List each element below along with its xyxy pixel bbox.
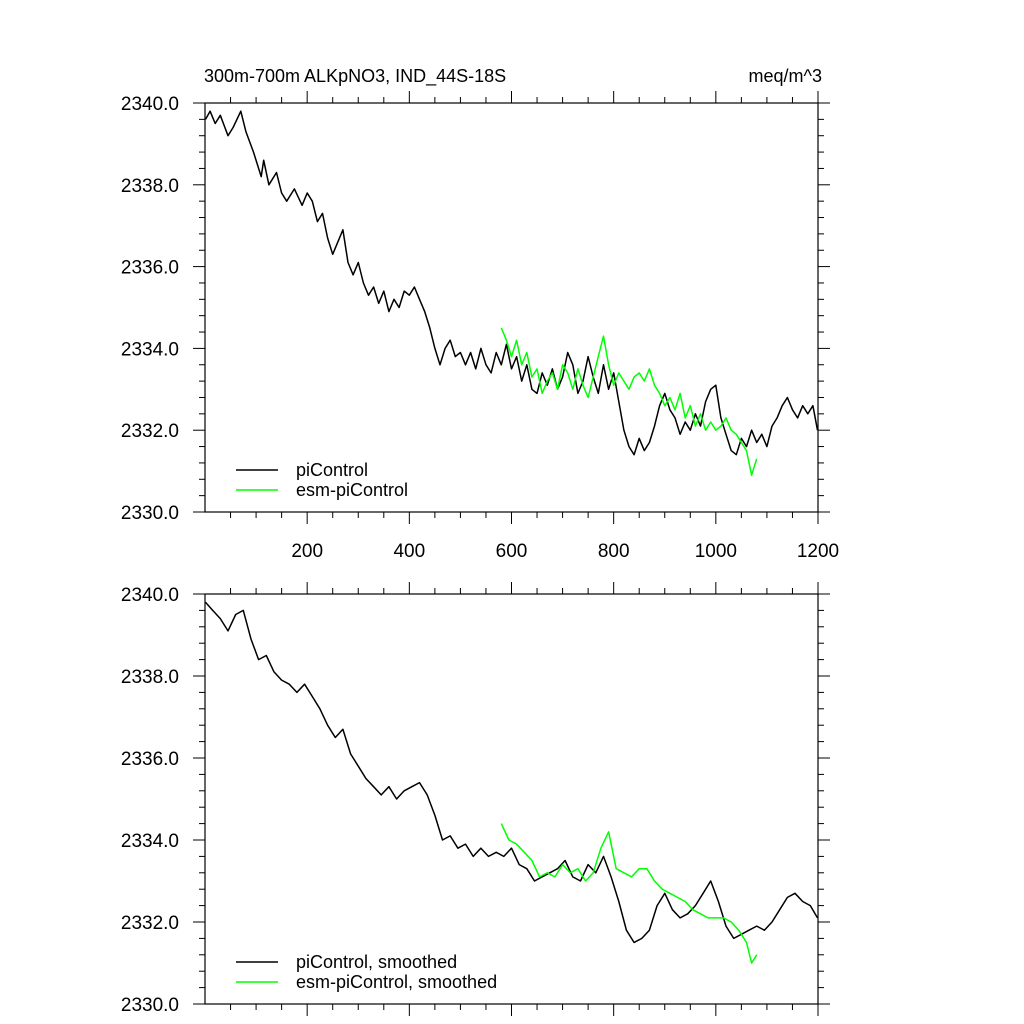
y-tick-label: 2332.0 [121,421,179,442]
bottom-panel: 2330.0 2332.0 2334.0 2336.0 2338.0 2340.0 piC… [121,582,830,1016]
y-tick-label: 2336.0 [121,258,179,279]
y-tick-label: 2330.0 [121,995,179,1016]
series-line-esm-picontrol [500,327,758,476]
top-panel: 300m-700m ALKpNO3, IND_44S-18S meq/m^3 2… [121,66,839,562]
y-tick-label: 2332.0 [121,913,179,934]
bottom-panel-marks: 2330.0 2332.0 2334.0 2336.0 2338.0 2340.0 [121,582,830,1016]
y-tick-label: 2340.0 [121,585,179,606]
top-legend: piControl esm-piControl [236,460,408,500]
y-tick-label: 2334.0 [121,831,179,852]
y-tick-label: 2338.0 [121,667,179,688]
bottom-legend: piControl, smoothed esm-piControl, smoot… [236,952,497,992]
x-tick-label: 1200 [797,541,839,562]
bottom-plot-frame [204,593,819,1005]
x-tick-label: 400 [393,541,425,562]
chart-title: 300m-700m ALKpNO3, IND_44S-18S [204,66,506,87]
y-tick-label: 2334.0 [121,339,179,360]
series-line-picontrol-smoothed [204,601,819,944]
legend-label-picontrol: piControl [296,460,368,480]
series-line-picontrol [204,110,819,456]
top-panel-marks: 2330.0 2332.0 2334.0 2336.0 2338.0 2340.0 200 4… [121,91,839,562]
x-tick-label: 1000 [695,541,737,562]
x-tick-label: 600 [496,541,528,562]
legend-label-esm-picontrol-smoothed: esm-piControl, smoothed [296,972,497,992]
y-tick-label: 2330.0 [121,503,179,524]
legend-label-picontrol-smoothed: piControl, smoothed [296,952,457,972]
y-tick-label: 2336.0 [121,749,179,770]
series-line-esm-picontrol-smoothed [500,823,758,964]
legend-label-esm-picontrol: esm-piControl [296,480,408,500]
y-tick-label: 2340.0 [121,94,179,115]
chart-units-label: meq/m^3 [749,66,822,86]
x-tick-label: 800 [598,541,630,562]
y-tick-label: 2338.0 [121,176,179,197]
top-plot-frame [204,102,819,513]
x-tick-label: 200 [291,541,323,562]
